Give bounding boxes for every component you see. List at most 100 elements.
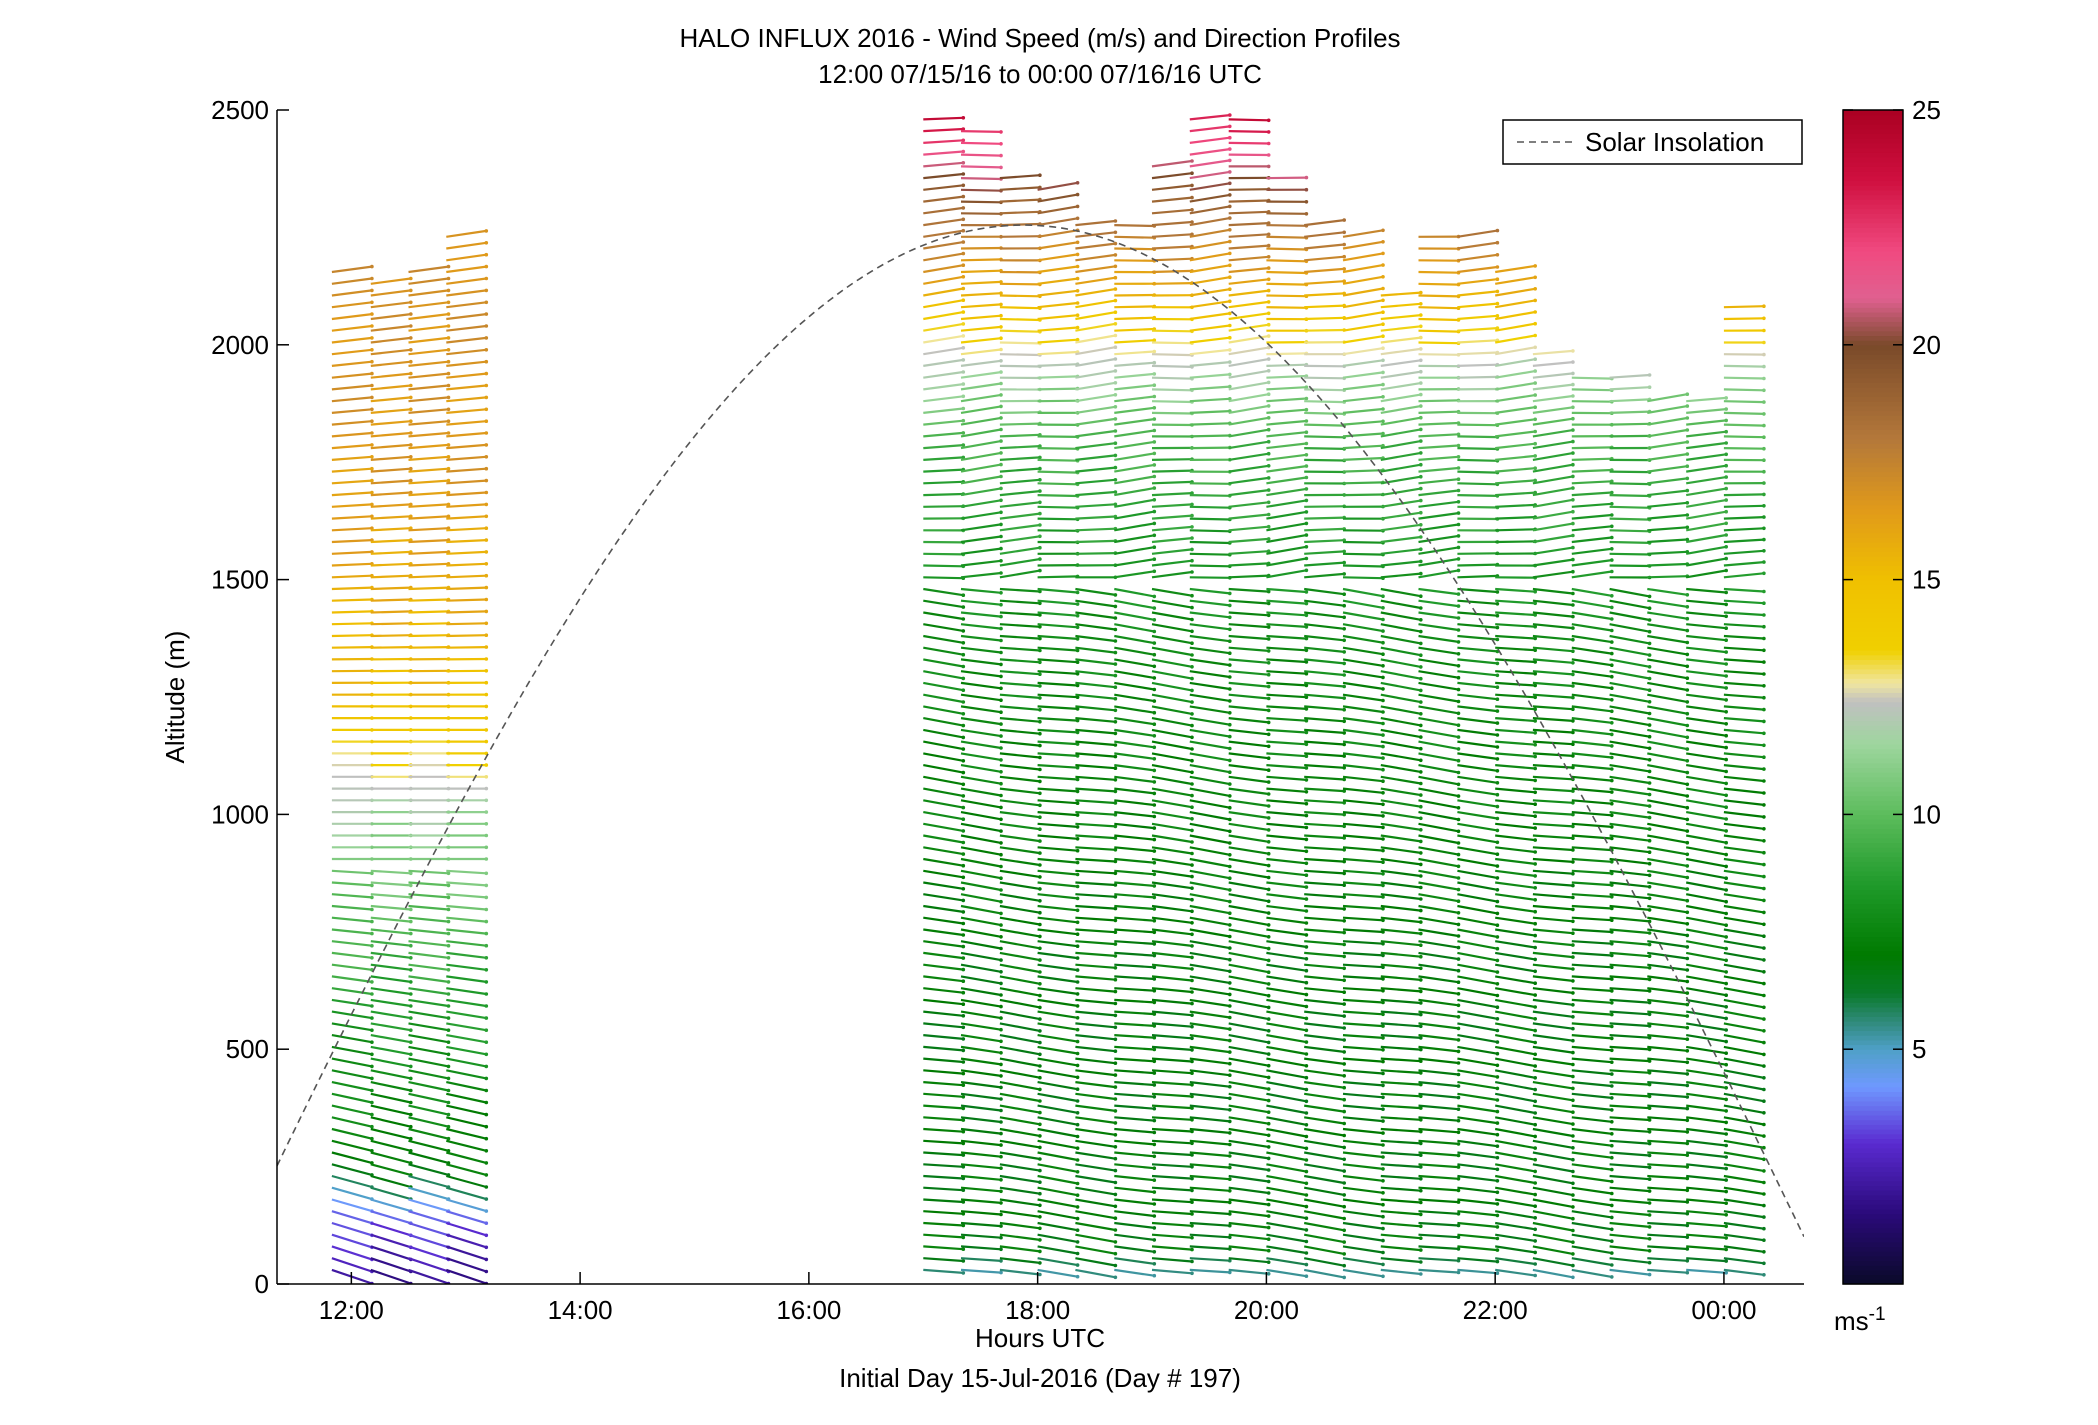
wind-barb xyxy=(1037,940,1078,948)
wind-barb-tip xyxy=(1075,1134,1080,1139)
wind-barb-tip xyxy=(1571,754,1575,758)
wind-barb-tip xyxy=(1266,589,1271,594)
wind-barb xyxy=(1228,550,1269,555)
wind-barb-tip xyxy=(1342,684,1346,689)
wind-barb-tip xyxy=(1113,801,1118,805)
wind-barb xyxy=(1457,327,1498,332)
wind-barb-tip xyxy=(1647,1201,1652,1205)
wind-barb xyxy=(1266,869,1307,877)
wind-barb xyxy=(331,336,373,344)
wind-barb xyxy=(1189,717,1230,726)
wind-barb xyxy=(1151,1186,1193,1192)
wind-barb-tip xyxy=(484,968,489,972)
wind-barb xyxy=(370,1057,412,1068)
wind-barb xyxy=(1114,623,1155,633)
wind-barb-tip xyxy=(1152,953,1157,958)
wind-barb-tip xyxy=(1533,898,1537,902)
wind-barb-tip xyxy=(1113,662,1118,666)
wind-barb-tip xyxy=(1342,824,1346,829)
wind-barb xyxy=(1418,869,1459,880)
colorbar-band xyxy=(1843,805,1903,811)
wind-barb-tip xyxy=(1533,310,1537,314)
wind-barb xyxy=(960,440,1002,450)
colorbar-band xyxy=(1843,650,1903,656)
wind-barb xyxy=(1342,444,1384,450)
wind-barb xyxy=(1189,1116,1230,1123)
wind-barb xyxy=(1114,646,1155,656)
wind-barb-tip xyxy=(1304,396,1309,401)
wind-barb xyxy=(1418,270,1459,274)
wind-barb xyxy=(1075,405,1116,414)
wind-barb xyxy=(960,916,1002,927)
wind-barb-tip xyxy=(1152,1071,1157,1075)
wind-barb xyxy=(1075,717,1116,723)
wind-barb xyxy=(923,468,964,473)
wind-barb xyxy=(1151,559,1193,567)
wind-barb xyxy=(1189,681,1230,691)
wind-barb-tip xyxy=(1266,537,1271,541)
wind-barb-tip xyxy=(961,263,966,268)
wind-barb-tip xyxy=(1304,464,1309,468)
colorbar-band xyxy=(1843,1204,1903,1210)
wind-barb-tip xyxy=(1685,616,1690,621)
wind-barb xyxy=(1495,752,1536,758)
wind-barb-tip xyxy=(1419,486,1423,491)
wind-barb-tip xyxy=(1685,1095,1690,1099)
colorbar-band xyxy=(1843,1082,1903,1088)
wind-barb xyxy=(1686,533,1727,544)
wind-barb xyxy=(1228,587,1269,593)
wind-barb xyxy=(1037,846,1078,852)
wind-barb-tip xyxy=(1685,968,1690,972)
wind-barb-tip xyxy=(961,1002,966,1006)
wind-barb xyxy=(1114,587,1155,598)
wind-barb xyxy=(1457,351,1498,356)
wind-barb-tip xyxy=(1533,275,1537,280)
wind-barb xyxy=(1266,1104,1307,1115)
wind-barb xyxy=(1532,975,1574,982)
wind-barb-tip xyxy=(1419,324,1423,329)
wind-barb-tip xyxy=(999,650,1003,655)
wind-barb xyxy=(923,116,964,121)
wind-barb-tip xyxy=(1647,1225,1652,1229)
wind-barb-tip xyxy=(370,312,374,316)
wind-barb xyxy=(1723,893,1765,902)
wind-barb xyxy=(1571,1233,1612,1243)
wind-barb xyxy=(1647,693,1688,703)
wind-barb-tip xyxy=(1533,429,1537,434)
wind-barb-tip xyxy=(446,264,451,269)
wind-barb-tip xyxy=(1152,687,1157,692)
wind-barb xyxy=(1571,376,1612,380)
wind-barb xyxy=(1418,306,1459,310)
colorbar-band xyxy=(1843,471,1903,477)
wind-barb-tip xyxy=(1533,981,1537,985)
wind-barb-tip xyxy=(1038,851,1042,855)
wind-barb xyxy=(999,975,1041,985)
wind-barb-tip xyxy=(1419,510,1423,515)
wind-barb-tip xyxy=(1075,1016,1080,1020)
colorbar-band xyxy=(1843,931,1903,938)
wind-barb-tip xyxy=(961,1176,966,1181)
wind-barb-tip xyxy=(1495,602,1500,606)
wind-barb xyxy=(999,963,1041,974)
wind-barb xyxy=(408,491,449,497)
colorbar-band xyxy=(1843,246,1903,252)
wind-barb xyxy=(1457,799,1498,808)
wind-barb-tip xyxy=(961,298,966,303)
wind-barb-tip xyxy=(1266,1272,1271,1276)
wind-barb-tip xyxy=(409,871,413,876)
wind-barb-tip xyxy=(1419,770,1423,774)
wind-barb-tip xyxy=(1038,922,1042,927)
wind-barb-tip xyxy=(1304,933,1309,937)
wind-barb-tip xyxy=(484,1245,489,1250)
wind-barb-tip xyxy=(1571,1026,1575,1031)
wind-barb xyxy=(1114,904,1155,911)
wind-barb xyxy=(1151,740,1193,751)
wind-barb-tip xyxy=(1152,606,1157,610)
wind-barb xyxy=(923,705,964,715)
wind-barb-tip xyxy=(1610,605,1614,610)
wind-barb xyxy=(1189,904,1230,915)
wind-barb-tip xyxy=(961,593,966,597)
colorbar-band xyxy=(1843,297,1903,304)
wind-barb-tip xyxy=(1456,934,1461,938)
wind-barb-tip xyxy=(1228,1200,1232,1205)
